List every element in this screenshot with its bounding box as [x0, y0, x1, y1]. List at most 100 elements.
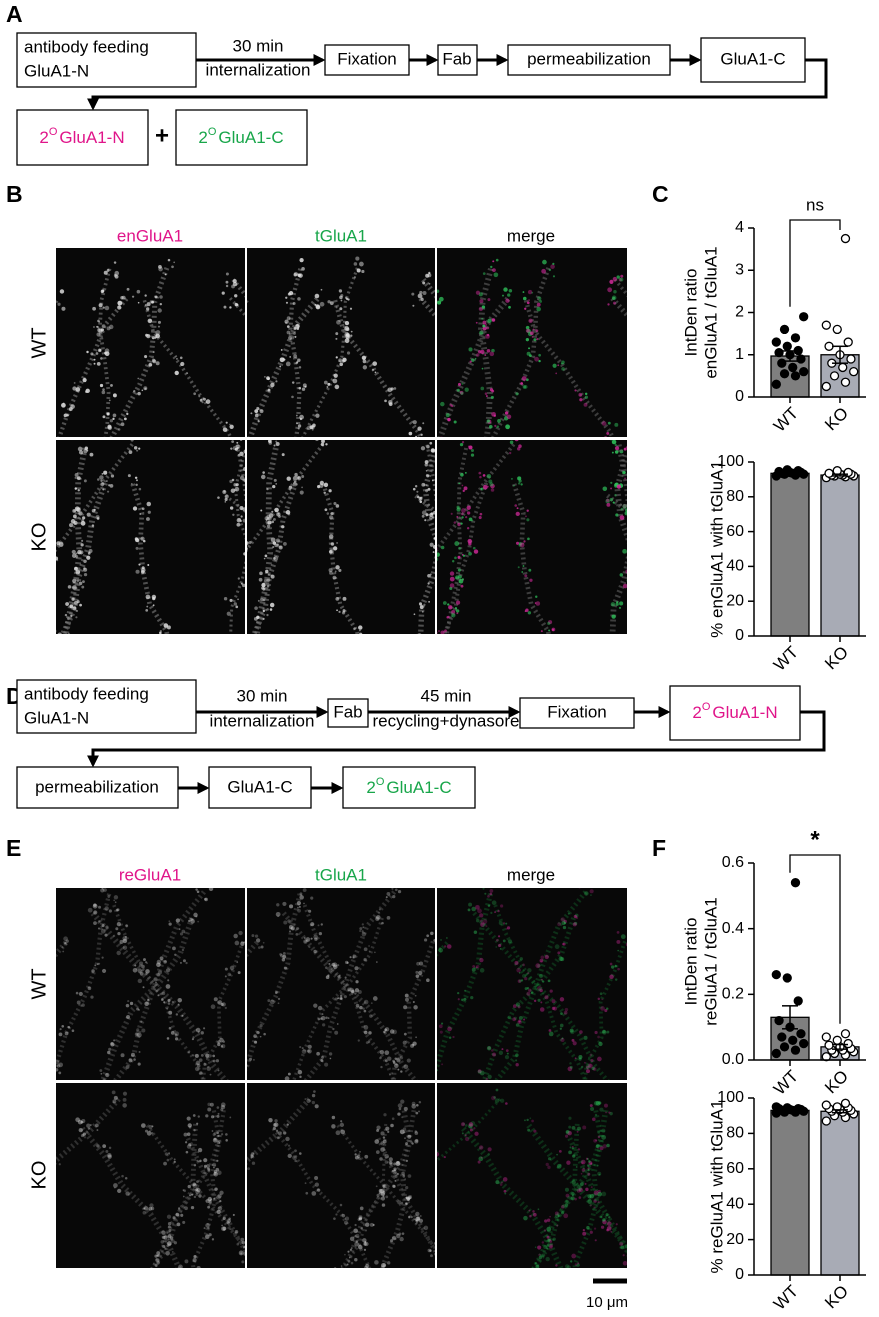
puncta: [306, 425, 312, 431]
puncta: [248, 540, 252, 544]
puncta: [374, 1260, 379, 1265]
puncta: [224, 975, 227, 978]
puncta: [449, 576, 455, 582]
box-text: Fixation: [547, 702, 607, 721]
puncta: [645, 1279, 649, 1283]
puncta: [303, 902, 305, 905]
puncta: [620, 1245, 625, 1250]
puncta: [389, 1029, 395, 1034]
puncta: [677, 363, 680, 366]
puncta: [503, 287, 508, 292]
puncta: [724, 446, 727, 449]
puncta: [199, 1159, 202, 1163]
puncta: [250, 1154, 254, 1158]
puncta: [320, 1059, 324, 1062]
puncta: [315, 304, 321, 310]
puncta: [597, 1191, 603, 1197]
puncta: [213, 1137, 217, 1141]
puncta: [149, 1203, 154, 1208]
puncta: [486, 333, 490, 337]
puncta: [489, 892, 493, 896]
puncta: [459, 390, 464, 395]
puncta: [340, 1129, 346, 1135]
puncta: [630, 577, 632, 579]
puncta: [428, 515, 433, 520]
dendrite: [332, 299, 424, 437]
puncta: [368, 945, 370, 947]
puncta: [498, 943, 502, 948]
puncta: [502, 1177, 508, 1182]
dendrites: [32, 888, 245, 1153]
puncta: [606, 1228, 609, 1232]
puncta: [551, 999, 556, 1004]
puncta: [340, 1120, 343, 1123]
puncta: [522, 963, 526, 967]
puncta: [611, 965, 615, 969]
puncta: [394, 1174, 398, 1179]
puncta: [227, 1219, 231, 1223]
puncta: [332, 575, 337, 580]
puncta: [359, 1206, 364, 1211]
puncta: [297, 358, 301, 362]
puncta: [4, 507, 9, 512]
puncta: [328, 515, 334, 520]
puncta: [546, 658, 550, 662]
puncta: [440, 401, 445, 407]
arrow: [87, 58, 828, 111]
puncta: [193, 1195, 197, 1199]
puncta: [108, 1146, 112, 1150]
puncta: [75, 616, 78, 619]
puncta: [270, 537, 276, 543]
puncta: [437, 631, 438, 634]
puncta: [491, 1049, 494, 1052]
puncta: [315, 413, 320, 418]
y-tick-label: 0.4: [722, 920, 744, 937]
puncta: [429, 1249, 432, 1252]
puncta: [46, 1149, 50, 1153]
puncta: [324, 966, 328, 969]
puncta: [490, 265, 493, 269]
puncta: [128, 450, 133, 454]
puncta: [32, 1001, 35, 1004]
puncta: [411, 685, 413, 687]
puncta: [661, 1312, 664, 1315]
puncta: [659, 1279, 661, 1281]
arrow-label: internalization: [206, 60, 311, 79]
puncta: [49, 307, 51, 309]
puncta: [243, 1251, 245, 1256]
puncta: [416, 1216, 421, 1221]
puncta: [520, 382, 524, 385]
dendrite: [321, 483, 360, 634]
puncta: [315, 1307, 319, 1311]
puncta: [112, 417, 115, 420]
puncta: [487, 1153, 490, 1156]
puncta: [257, 640, 261, 644]
puncta: [215, 1167, 220, 1172]
puncta: [677, 468, 681, 472]
puncta: [336, 542, 338, 544]
puncta: [570, 687, 573, 690]
puncta: [576, 1286, 580, 1290]
puncta: [192, 1036, 195, 1039]
puncta: [93, 326, 95, 328]
puncta: [572, 1194, 574, 1197]
box-text: permeabilization: [35, 777, 159, 796]
puncta: [137, 301, 140, 304]
puncta: [278, 1286, 282, 1290]
puncta: [87, 986, 92, 991]
puncta: [609, 440, 613, 441]
puncta: [76, 476, 81, 481]
puncta: [96, 963, 99, 966]
puncta: [146, 1289, 150, 1293]
puncta: [314, 1104, 319, 1109]
puncta: [213, 1197, 216, 1200]
puncta: [212, 1162, 217, 1167]
puncta: [71, 549, 76, 555]
puncta: [22, 397, 26, 401]
puncta: [219, 1190, 224, 1195]
puncta: [288, 1308, 290, 1310]
puncta: [310, 922, 315, 927]
puncta: [279, 365, 282, 368]
puncta: [338, 610, 341, 613]
puncta: [156, 1251, 161, 1256]
